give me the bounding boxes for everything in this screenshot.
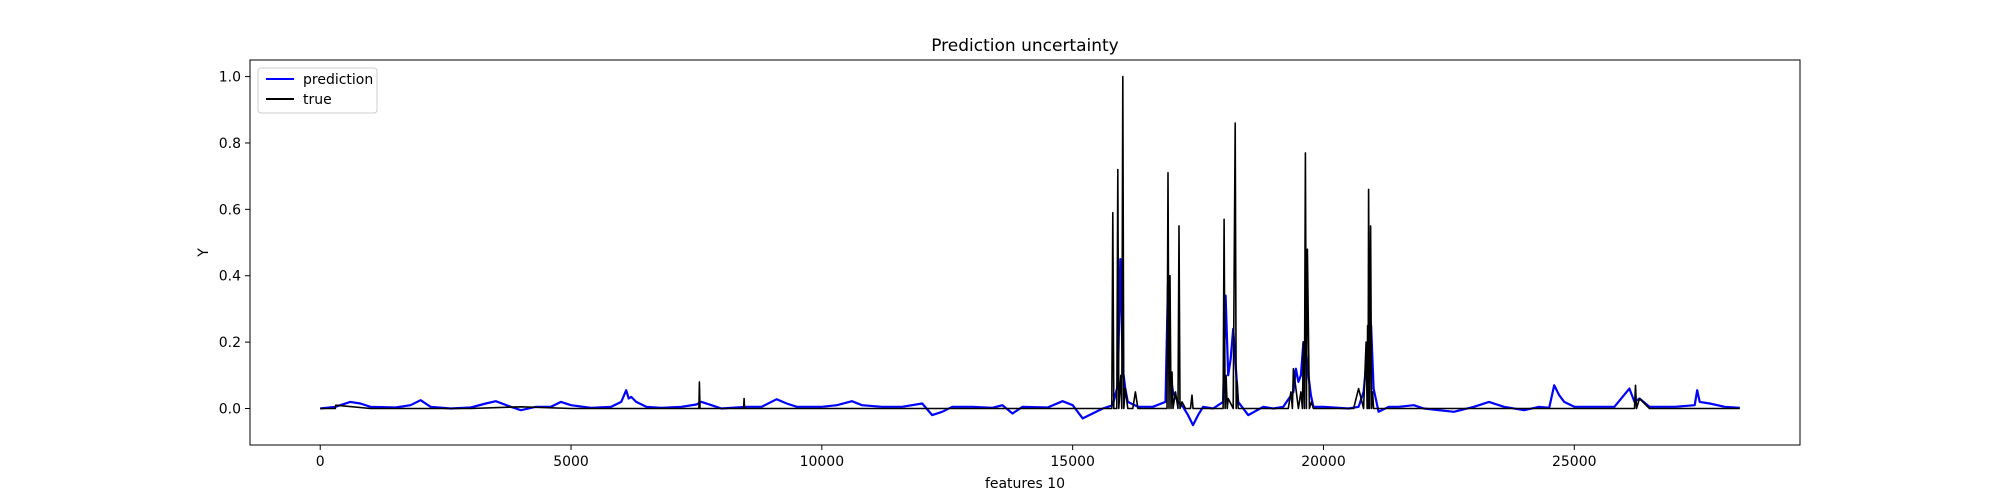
- legend: prediction true: [257, 67, 378, 114]
- series-line-true: [320, 75, 1740, 410]
- y-tick-label: 1.0: [219, 70, 241, 86]
- x-tick-label: 15000: [1050, 454, 1095, 470]
- x-tick-label: 25000: [1552, 454, 1597, 470]
- legend-label-true: true: [303, 92, 332, 108]
- y-tick-label: 0.6: [219, 202, 241, 218]
- x-tick-label: 0: [316, 454, 325, 470]
- x-axis-label: features 10: [985, 476, 1065, 492]
- legend-label-prediction: prediction: [303, 72, 373, 88]
- y-tick-label: 0.4: [219, 269, 241, 285]
- x-tick-label: 20000: [1301, 454, 1346, 470]
- axes-frame: [249, 59, 1801, 446]
- y-tick-label: 0.8: [219, 136, 241, 152]
- y-tick-label: 0.0: [219, 401, 241, 417]
- x-tick-label: 5000: [553, 454, 589, 470]
- chart-title: Prediction uncertainty: [931, 36, 1119, 56]
- x-tick-label: 10000: [800, 454, 845, 470]
- axes: 0 5000 10000 15000 20000 25000 0.0 0.2 0.4 0.6 0.8…: [219, 70, 1597, 470]
- plot-area: [320, 75, 1740, 427]
- y-axis-label: Y: [196, 248, 212, 258]
- y-tick-label: 0.2: [219, 335, 241, 351]
